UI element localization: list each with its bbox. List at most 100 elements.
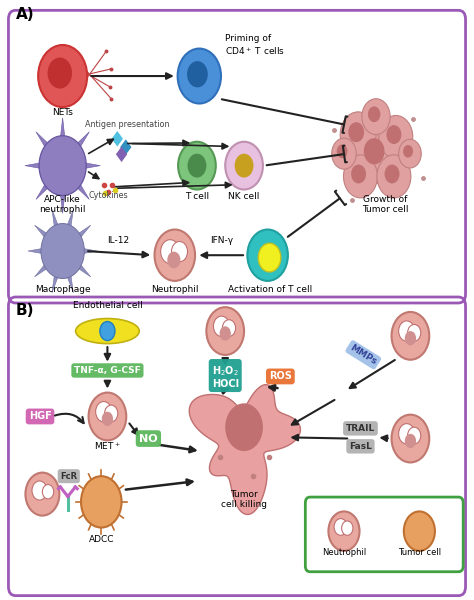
Polygon shape [25,161,50,170]
Text: ROS: ROS [269,371,292,382]
Text: H$_2$O$_2$
HOCl: H$_2$O$_2$ HOCl [212,364,239,389]
Polygon shape [59,181,66,214]
Circle shape [235,154,254,178]
Circle shape [206,307,244,355]
Circle shape [81,476,121,527]
Text: TRAIL: TRAIL [346,424,375,433]
Polygon shape [52,263,62,293]
Circle shape [364,138,384,164]
Circle shape [328,511,359,551]
Text: NO: NO [139,434,158,443]
Circle shape [219,326,231,341]
Text: IFN-γ: IFN-γ [210,236,234,245]
Polygon shape [63,263,73,293]
Circle shape [42,485,54,499]
Polygon shape [35,225,55,246]
Circle shape [405,434,416,448]
Circle shape [213,316,229,337]
Circle shape [258,243,281,272]
Text: MET$^+$: MET$^+$ [94,440,121,452]
Circle shape [399,424,415,444]
Polygon shape [75,161,100,170]
Text: Endothelial cell: Endothelial cell [73,301,142,310]
Text: B): B) [16,303,34,318]
Polygon shape [41,224,84,278]
Text: T cell: T cell [185,192,209,201]
Text: Growth of
Tumor cell: Growth of Tumor cell [362,195,409,214]
Circle shape [377,155,411,198]
Circle shape [337,145,347,158]
Circle shape [392,312,429,360]
Circle shape [403,145,413,158]
Polygon shape [74,247,97,255]
Circle shape [384,164,400,184]
Text: Macrophage: Macrophage [35,284,91,293]
Circle shape [344,155,377,198]
Circle shape [155,230,195,281]
Text: HGF: HGF [28,412,51,421]
Circle shape [342,521,353,535]
Text: Neutrophil: Neutrophil [322,548,366,557]
Circle shape [399,139,421,168]
Circle shape [247,230,288,281]
Polygon shape [69,132,89,158]
Text: FasL: FasL [349,442,372,451]
Text: Tumor cell: Tumor cell [398,548,441,557]
Polygon shape [120,139,131,155]
Text: A): A) [16,7,34,22]
Circle shape [38,45,87,107]
Circle shape [167,251,181,268]
Text: NETs: NETs [52,108,73,117]
Circle shape [332,138,356,169]
Circle shape [161,239,180,263]
Circle shape [351,164,366,184]
Circle shape [405,331,416,346]
Text: Antigen presentation: Antigen presentation [85,120,170,129]
Polygon shape [52,209,62,239]
Circle shape [32,481,47,500]
Polygon shape [69,173,89,199]
Polygon shape [70,225,91,246]
Circle shape [353,124,400,184]
Text: MMPs: MMPs [348,343,378,367]
Circle shape [100,322,115,341]
Polygon shape [35,256,55,277]
Text: TNF-α, G-CSF: TNF-α, G-CSF [74,366,141,375]
Text: NK cell: NK cell [228,192,260,201]
Text: Cytokines: Cytokines [88,191,128,200]
Circle shape [26,473,59,515]
Text: Priming of
CD4$^+$ T cells: Priming of CD4$^+$ T cells [225,34,285,57]
Polygon shape [36,132,56,158]
Text: Activation of T cell: Activation of T cell [228,285,312,294]
Text: FcR: FcR [60,472,77,481]
Polygon shape [70,256,91,277]
Circle shape [404,511,435,551]
Polygon shape [189,385,301,514]
Circle shape [96,401,112,422]
Polygon shape [116,146,127,162]
Circle shape [368,106,380,122]
Circle shape [392,415,429,463]
Polygon shape [28,247,51,255]
Circle shape [225,403,263,451]
Polygon shape [36,173,56,199]
Polygon shape [112,131,123,146]
Circle shape [178,49,221,104]
FancyBboxPatch shape [305,497,463,572]
Circle shape [386,125,401,144]
Circle shape [222,320,236,337]
Text: Neutrophil: Neutrophil [151,285,199,294]
Circle shape [178,142,216,190]
Circle shape [362,99,390,134]
Circle shape [102,412,113,426]
Polygon shape [39,136,86,196]
Circle shape [187,61,208,88]
Circle shape [399,321,415,341]
Circle shape [105,405,118,422]
Circle shape [340,112,376,157]
Text: APC-like
neutrophil: APC-like neutrophil [39,195,86,214]
Circle shape [188,154,206,178]
Circle shape [334,518,347,535]
Circle shape [225,142,263,190]
Text: ADCC: ADCC [89,535,114,544]
